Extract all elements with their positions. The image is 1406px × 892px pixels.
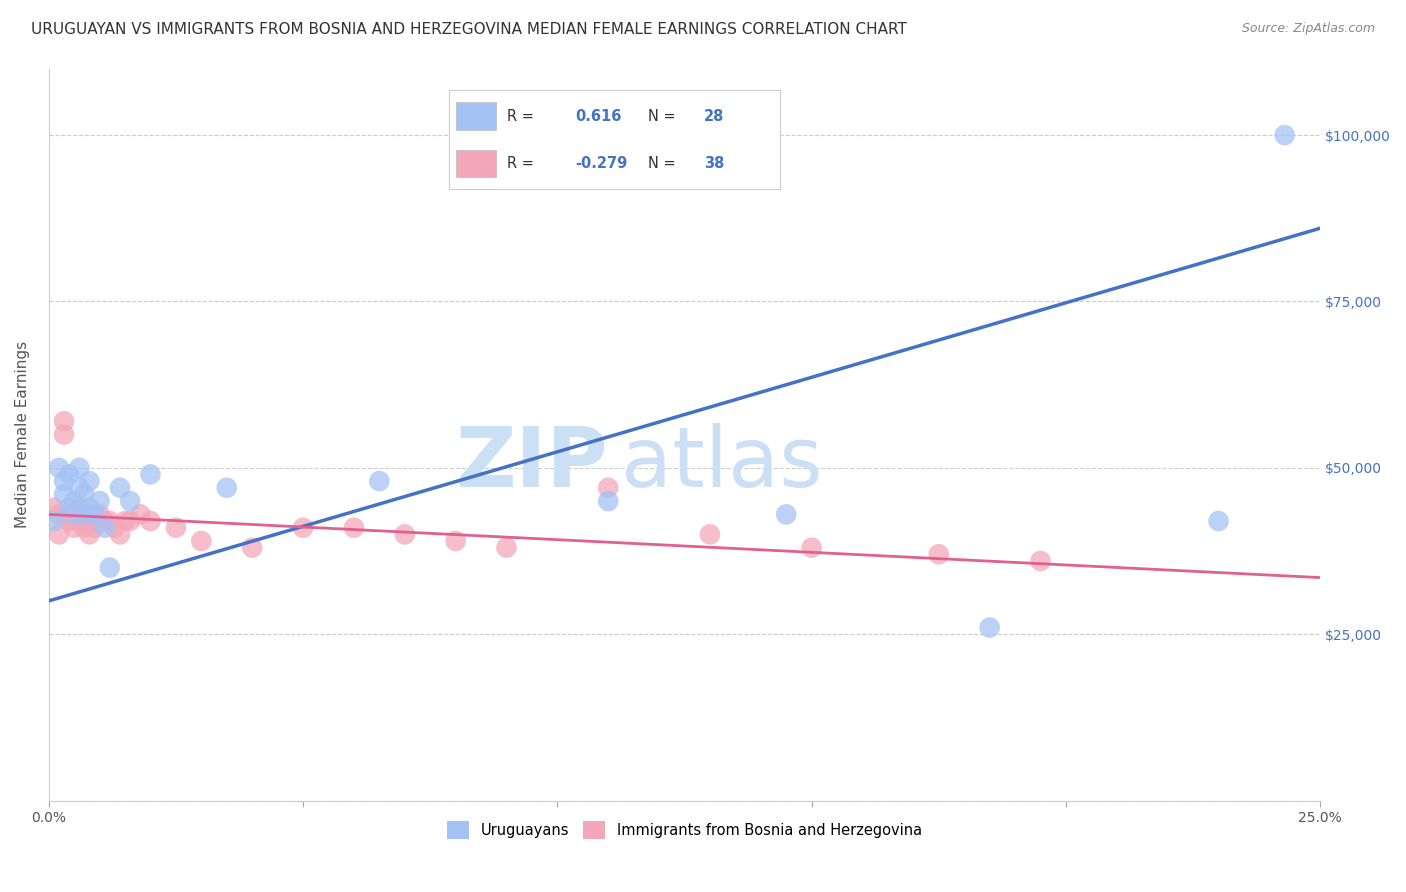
Point xyxy=(368,474,391,488)
Point xyxy=(699,527,721,541)
Point xyxy=(67,460,90,475)
Point xyxy=(67,500,90,515)
Point xyxy=(129,508,152,522)
Point xyxy=(63,508,86,522)
Point xyxy=(495,541,517,555)
Point xyxy=(63,508,86,522)
Point xyxy=(73,508,96,522)
Point xyxy=(292,521,315,535)
Legend: Uruguayans, Immigrants from Bosnia and Herzegovina: Uruguayans, Immigrants from Bosnia and H… xyxy=(441,815,928,845)
Point xyxy=(928,547,950,561)
Point xyxy=(979,620,1001,634)
Point xyxy=(598,494,620,508)
Point xyxy=(58,508,80,522)
Point xyxy=(139,467,162,482)
Text: ZIP: ZIP xyxy=(456,424,609,504)
Point xyxy=(53,487,76,501)
Point xyxy=(63,521,86,535)
Point xyxy=(48,508,70,522)
Point xyxy=(58,500,80,515)
Point xyxy=(42,514,65,528)
Point xyxy=(240,541,263,555)
Point xyxy=(120,514,142,528)
Point xyxy=(53,474,76,488)
Point xyxy=(67,481,90,495)
Point xyxy=(343,521,366,535)
Point xyxy=(108,527,131,541)
Point xyxy=(53,414,76,428)
Point xyxy=(394,527,416,541)
Point xyxy=(89,508,111,522)
Point xyxy=(93,521,115,535)
Point xyxy=(83,508,105,522)
Point xyxy=(1208,514,1230,528)
Point xyxy=(89,494,111,508)
Point xyxy=(598,481,620,495)
Point xyxy=(53,427,76,442)
Point xyxy=(139,514,162,528)
Point xyxy=(63,494,86,508)
Point xyxy=(42,500,65,515)
Text: Source: ZipAtlas.com: Source: ZipAtlas.com xyxy=(1241,22,1375,36)
Point xyxy=(215,481,238,495)
Point xyxy=(79,527,101,541)
Point xyxy=(444,534,467,549)
Point xyxy=(48,460,70,475)
Point xyxy=(79,514,101,528)
Point xyxy=(775,508,797,522)
Point xyxy=(800,541,823,555)
Point xyxy=(73,487,96,501)
Text: atlas: atlas xyxy=(621,424,823,504)
Point xyxy=(79,500,101,515)
Point xyxy=(165,521,187,535)
Point xyxy=(120,494,142,508)
Point xyxy=(190,534,212,549)
Point xyxy=(48,527,70,541)
Point xyxy=(58,514,80,528)
Point xyxy=(104,521,127,535)
Point xyxy=(67,514,90,528)
Point xyxy=(1029,554,1052,568)
Point xyxy=(83,521,105,535)
Point xyxy=(108,481,131,495)
Point xyxy=(93,514,115,528)
Point xyxy=(73,521,96,535)
Point xyxy=(98,560,121,574)
Point xyxy=(58,467,80,482)
Text: URUGUAYAN VS IMMIGRANTS FROM BOSNIA AND HERZEGOVINA MEDIAN FEMALE EARNINGS CORRE: URUGUAYAN VS IMMIGRANTS FROM BOSNIA AND … xyxy=(31,22,907,37)
Point xyxy=(98,514,121,528)
Point xyxy=(73,508,96,522)
Point xyxy=(1274,128,1296,142)
Point xyxy=(79,474,101,488)
Y-axis label: Median Female Earnings: Median Female Earnings xyxy=(15,341,30,528)
Point xyxy=(114,514,136,528)
